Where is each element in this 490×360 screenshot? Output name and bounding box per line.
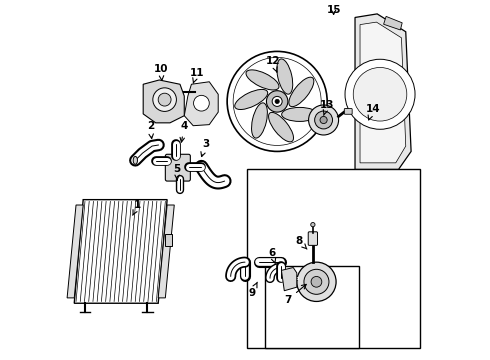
Ellipse shape bbox=[282, 107, 318, 121]
Text: 14: 14 bbox=[366, 104, 380, 120]
Circle shape bbox=[345, 59, 415, 129]
Ellipse shape bbox=[289, 77, 314, 107]
Text: 11: 11 bbox=[190, 68, 204, 83]
Ellipse shape bbox=[235, 89, 268, 109]
Polygon shape bbox=[360, 22, 406, 163]
Circle shape bbox=[297, 262, 336, 301]
Polygon shape bbox=[384, 17, 402, 30]
Circle shape bbox=[233, 57, 321, 145]
Bar bbox=[265, 266, 359, 348]
Text: 1: 1 bbox=[133, 200, 142, 215]
Text: 7: 7 bbox=[284, 284, 306, 305]
Circle shape bbox=[272, 96, 282, 107]
Polygon shape bbox=[158, 205, 174, 298]
Polygon shape bbox=[74, 200, 167, 303]
Text: 10: 10 bbox=[154, 64, 168, 80]
Polygon shape bbox=[184, 82, 218, 126]
Polygon shape bbox=[67, 205, 83, 298]
Circle shape bbox=[311, 276, 322, 287]
Text: 15: 15 bbox=[326, 5, 341, 15]
Text: 2: 2 bbox=[147, 121, 154, 139]
Text: 5: 5 bbox=[173, 164, 181, 180]
Ellipse shape bbox=[246, 70, 279, 90]
FancyBboxPatch shape bbox=[165, 154, 190, 181]
Circle shape bbox=[227, 51, 327, 152]
Text: 3: 3 bbox=[201, 139, 209, 157]
Circle shape bbox=[353, 67, 407, 121]
Text: 9: 9 bbox=[248, 282, 257, 297]
Circle shape bbox=[311, 222, 315, 227]
Circle shape bbox=[304, 269, 329, 294]
Polygon shape bbox=[281, 267, 297, 291]
Circle shape bbox=[309, 105, 339, 135]
Text: 8: 8 bbox=[295, 236, 307, 249]
Text: 12: 12 bbox=[266, 57, 280, 72]
Circle shape bbox=[158, 93, 171, 106]
Text: 6: 6 bbox=[268, 248, 276, 264]
Bar bbox=[247, 169, 420, 348]
FancyBboxPatch shape bbox=[344, 109, 352, 114]
Polygon shape bbox=[143, 80, 184, 123]
Ellipse shape bbox=[277, 59, 293, 94]
FancyBboxPatch shape bbox=[308, 232, 318, 246]
Text: 4: 4 bbox=[180, 121, 188, 142]
Circle shape bbox=[275, 99, 279, 104]
Bar bbox=[165, 234, 172, 246]
Polygon shape bbox=[355, 14, 411, 169]
Ellipse shape bbox=[269, 112, 294, 142]
Ellipse shape bbox=[251, 103, 268, 138]
Circle shape bbox=[267, 91, 288, 112]
Circle shape bbox=[194, 95, 209, 111]
Text: 13: 13 bbox=[320, 100, 334, 116]
Circle shape bbox=[320, 116, 327, 123]
Circle shape bbox=[315, 111, 333, 129]
Ellipse shape bbox=[133, 157, 138, 164]
Circle shape bbox=[153, 88, 176, 111]
